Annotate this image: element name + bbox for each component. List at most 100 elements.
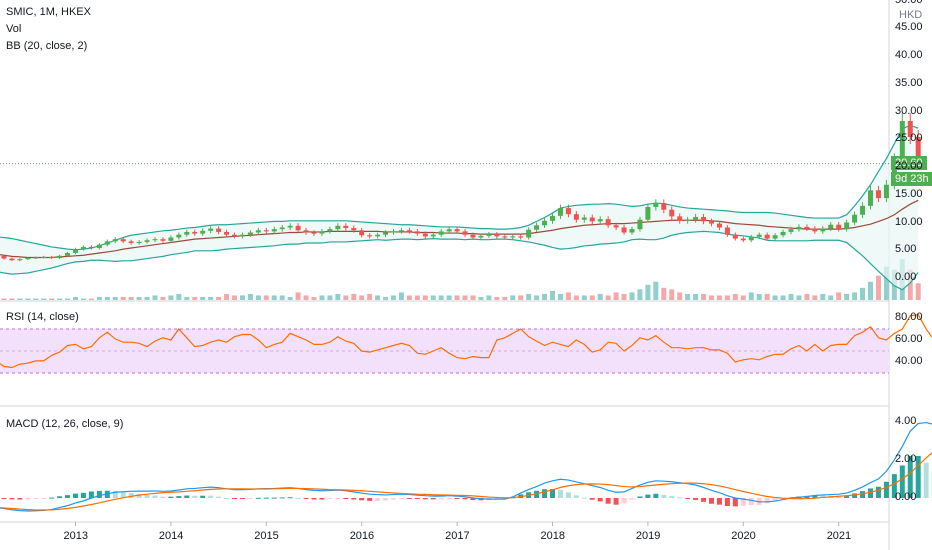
macd-histogram-bar <box>422 498 428 500</box>
candle-body <box>303 230 309 233</box>
volume-bar <box>542 293 548 300</box>
volume-bar <box>88 298 94 300</box>
volume-bar <box>49 298 55 300</box>
candle-body <box>454 229 460 232</box>
volume-bar <box>168 295 174 300</box>
candle-body <box>899 120 905 160</box>
macd-histogram-bar <box>844 495 850 498</box>
candle-body <box>41 256 47 258</box>
price-tick-label: 5.00 <box>895 243 917 256</box>
macd-histogram-bar <box>327 498 333 499</box>
candle-body <box>804 226 810 229</box>
candle-body <box>9 258 15 261</box>
macd-histogram-bar <box>557 489 563 498</box>
macd-histogram-bar <box>239 498 245 499</box>
price-tick-label: 20.00 <box>895 160 923 172</box>
candle-body <box>144 240 150 242</box>
macd-histogram-bar <box>152 495 158 498</box>
candle-body <box>128 241 134 244</box>
candle-body <box>732 234 738 239</box>
macd-histogram-bar <box>311 498 317 500</box>
candle-body <box>772 235 778 239</box>
macd-histogram-bar <box>200 495 206 498</box>
candle-body <box>709 221 714 224</box>
macd-histogram-bar <box>565 492 571 498</box>
volume-bar <box>239 295 245 300</box>
macd-histogram-bar <box>661 494 667 498</box>
price-tick-label: 0.00 <box>895 271 917 283</box>
macd-legend[interactable]: MACD (12, 26, close, 9) <box>6 418 124 430</box>
volume-bar <box>303 295 309 300</box>
rsi-legend[interactable]: RSI (14, close) <box>6 311 79 323</box>
candle-body <box>359 230 365 236</box>
macd-histogram-bar <box>597 498 603 502</box>
macd-histogram-bar <box>764 498 770 504</box>
macd-histogram-bar <box>883 481 889 498</box>
time-tick-label: 2016 <box>349 530 375 542</box>
volume-bar <box>597 293 603 300</box>
volume-bar <box>398 292 404 300</box>
volume-bar <box>216 296 222 300</box>
macd-histogram-bar <box>120 491 126 498</box>
candle-body <box>57 255 63 259</box>
volume-bar <box>780 295 786 300</box>
candle-body <box>375 234 381 237</box>
macd-histogram-bar <box>192 495 198 498</box>
time-tick-label: 2019 <box>635 530 661 542</box>
volume-bar <box>271 295 277 300</box>
symbol-legend[interactable]: SMIC, 1M, HKEX <box>6 6 91 18</box>
macd-histogram-bar <box>335 498 341 499</box>
currency-label[interactable]: HKD <box>899 9 923 21</box>
volume-bar <box>454 295 460 300</box>
candle-body <box>112 239 118 242</box>
time-tick-label: 2020 <box>731 530 756 542</box>
macd-histogram-bar <box>852 493 858 498</box>
candle-body <box>661 203 667 210</box>
volume-bar <box>613 292 619 300</box>
macd-histogram-bar <box>907 455 913 498</box>
macd-histogram-bar <box>812 495 818 498</box>
macd-histogram-bar <box>542 489 548 498</box>
candle-body <box>685 219 691 221</box>
macd-histogram-bar <box>891 474 897 498</box>
volume-bar <box>414 295 420 300</box>
volume-bar <box>359 295 365 300</box>
price-tick-label: 10.00 <box>895 215 923 228</box>
candle-body <box>486 234 492 236</box>
volume-bar <box>907 269 913 300</box>
macd-line <box>0 421 932 512</box>
candle-body <box>96 244 102 249</box>
volume-bar <box>136 296 142 300</box>
candle-body <box>398 230 404 232</box>
volume-bar <box>263 295 269 300</box>
candle-body <box>335 225 341 230</box>
macd-histogram-bar <box>33 498 39 499</box>
candle-body <box>518 236 524 238</box>
candle-body <box>136 241 142 244</box>
bollinger-legend[interactable]: BB (20, close, 2) <box>6 40 88 52</box>
macd-histogram-bar <box>255 497 261 499</box>
candle-body <box>534 225 540 230</box>
volume-bar <box>860 287 866 300</box>
volume-bar <box>343 295 349 300</box>
macd-histogram-bar <box>176 496 182 498</box>
volume-legend[interactable]: Vol <box>6 23 22 35</box>
macd-histogram-bar <box>232 498 237 499</box>
candle-body <box>716 223 722 228</box>
macd-histogram-bar <box>446 498 452 499</box>
macd-histogram-bar <box>398 498 404 499</box>
bollinger-lower-line <box>0 230 919 291</box>
volume-bar <box>152 295 158 300</box>
volume-bar <box>41 298 47 300</box>
candle-body <box>255 230 261 233</box>
macd-histogram-bar <box>375 498 381 501</box>
volume-bar <box>351 293 357 300</box>
volume-bar <box>319 295 325 300</box>
candle-body <box>907 120 913 138</box>
macd-histogram-bar <box>247 498 253 499</box>
rsi-tick-label: 80.00 <box>895 311 923 323</box>
candle-body <box>168 237 174 241</box>
volume-bar <box>557 293 563 300</box>
